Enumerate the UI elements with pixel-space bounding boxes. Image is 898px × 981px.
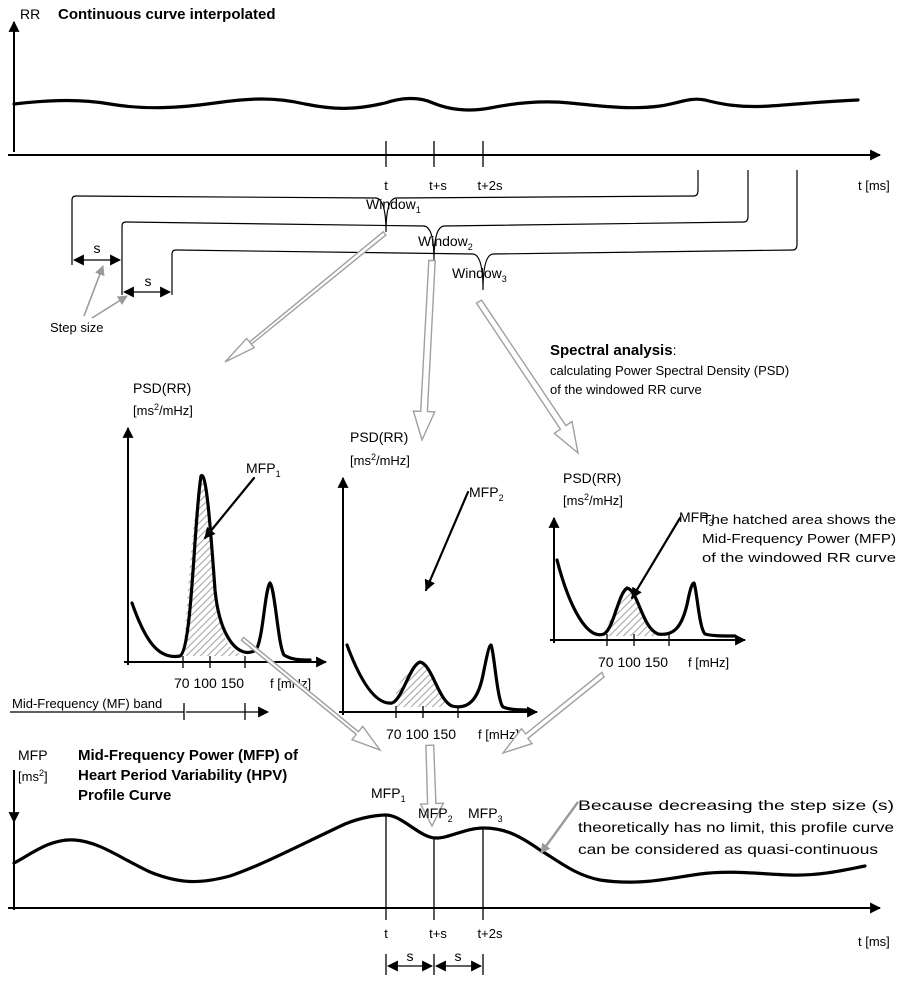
psd1-tick-labels: 70 100 150 <box>174 675 244 691</box>
psd1-mfp-label: MFP1 <box>246 460 281 479</box>
step-pointer-2 <box>91 295 128 319</box>
mf-band-label: Mid-Frequency (MF) band <box>12 696 162 711</box>
rr-title: Continuous curve interpolated <box>58 6 276 23</box>
psd3-tick-labels: 70 100 150 <box>598 654 668 670</box>
psd1-spectrum <box>130 474 312 662</box>
arrow-window2-to-psd2 <box>412 259 436 443</box>
arrow-psd1-to-mfp1 <box>240 636 382 752</box>
quasi-continuous-pointer <box>540 801 579 854</box>
psd3-spectrum <box>555 558 737 638</box>
psd1-unit: [ms2/mHz] <box>133 402 193 418</box>
tick-label-t-plus-s: t+s <box>429 178 447 193</box>
psd-panel-1: PSD(RR) [ms2/mHz] MFP1 70 100 150 f [mHz… <box>122 380 328 691</box>
psd2-spectrum <box>345 643 532 712</box>
profile-tick-label-t-plus-2s: t+2s <box>478 926 503 941</box>
window-3-brace <box>171 170 798 295</box>
profile-note-line-2: theoretically has no limit, this profile… <box>578 819 894 835</box>
psd-panel-2: PSD(RR) [ms2/mHz] MFP2 70 100 150 f [mHz… <box>337 429 539 742</box>
arrow-window1-to-psd1 <box>224 230 387 363</box>
step-s-1: s <box>94 240 101 256</box>
psd2-tick-labels: 70 100 150 <box>386 726 456 742</box>
psd3-x-unit: f [mHz] <box>688 655 729 670</box>
mfp-axis-label: MFP <box>18 747 48 763</box>
arrow-psd2-to-mfp2 <box>419 744 445 828</box>
hatched-note-line-1: The hatched area shows the <box>702 512 896 527</box>
psd2-mfp-pointer <box>424 490 470 592</box>
hatched-note-line-3: of the windowed RR curve <box>702 550 896 565</box>
hatched-area-note: The hatched area shows the Mid-Frequency… <box>702 512 896 565</box>
profile-step-s-2: s <box>455 948 462 964</box>
psd3-mfp-pointer <box>630 516 682 600</box>
spectral-title: Spectral analysis: <box>550 342 676 359</box>
mfp-x-axis-label: t [ms] <box>858 934 890 949</box>
mf-band: Mid-Frequency (MF) band <box>10 696 270 720</box>
profile-note-line-3: can be considered as quasi-continuous <box>578 841 878 857</box>
spectral-line-1: calculating Power Spectral Density (PSD) <box>550 363 789 378</box>
psd3-mfp-label: MFP3 <box>679 509 714 528</box>
psd2-x-unit: f [mHz] <box>478 727 519 742</box>
psd2-mfp-label: MFP2 <box>469 484 504 503</box>
mfp-title-line-3: Profile Curve <box>78 787 171 804</box>
profile-step-s-1: s <box>407 948 414 964</box>
rr-axis-label: RR <box>20 6 40 22</box>
hatched-note-line-2: Mid-Frequency Power (MFP) <box>702 531 896 546</box>
windows: Window1 Window2 Window3 s s Step size <box>50 170 798 335</box>
transfer-arrows-top <box>224 230 580 455</box>
tick-label-t-plus-2s: t+2s <box>478 178 503 193</box>
psd-panel-3: PSD(RR) [ms2/mHz] MFP3 70 100 150 f [mHz… <box>548 470 747 670</box>
psd1-mfp-pointer <box>203 476 256 540</box>
transfer-arrows-bottom <box>240 636 605 828</box>
tick-label-t: t <box>384 178 388 193</box>
rr-curve <box>12 96 860 112</box>
spectral-line-2: of the windowed RR curve <box>550 382 702 397</box>
mfp-title-line-1: Mid-Frequency Power (MFP) of <box>78 747 299 764</box>
window-1-brace <box>71 170 699 265</box>
mfp-profile-panel: MFP [ms2] Mid-Frequency Power (MFP) of H… <box>8 747 894 975</box>
spectral-analysis-note: Spectral analysis: calculating Power Spe… <box>550 342 789 397</box>
profile-note-line-1: Because decreasing the step size (s) <box>578 797 894 813</box>
rr-x-axis-label: t [ms] <box>858 178 890 193</box>
profile-tick-label-t: t <box>384 926 388 941</box>
arrow-window3-to-psd3 <box>475 299 580 455</box>
psd2-unit: [ms2/mHz] <box>350 452 410 468</box>
step-size-label: Step size <box>50 320 103 335</box>
mfp-axis-unit: [ms2] <box>18 768 48 784</box>
profile-mfp1-label: MFP1 <box>371 785 406 804</box>
window-2-label: Window2 <box>418 233 473 252</box>
psd3-unit: [ms2/mHz] <box>563 492 623 508</box>
window-1-label: Window1 <box>366 196 421 215</box>
mfp-title-line-2: Heart Period Variability (HPV) <box>78 767 287 784</box>
psd1-title: PSD(RR) <box>133 380 191 396</box>
profile-mfp3-label: MFP3 <box>468 805 503 824</box>
step-pointer-1 <box>83 265 105 317</box>
psd2-title: PSD(RR) <box>350 429 408 445</box>
step-s-2: s <box>145 273 152 289</box>
psd3-title: PSD(RR) <box>563 470 621 486</box>
psd2-hatched-area <box>396 662 446 707</box>
arrow-psd3-to-mfp3 <box>501 671 605 755</box>
profile-tick-label-t-plus-s: t+s <box>429 926 447 941</box>
window-3-label: Window3 <box>452 265 507 284</box>
mfp-profile-curve <box>12 813 867 884</box>
rr-panel: RR Continuous curve interpolated t t+s t… <box>8 6 890 193</box>
profile-mfp2-label: MFP2 <box>418 805 453 824</box>
